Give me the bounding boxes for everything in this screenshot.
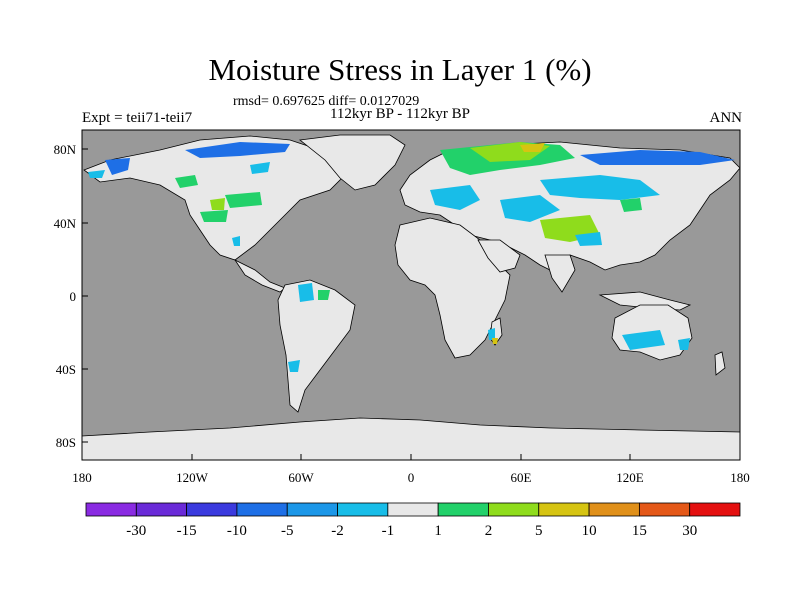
- colorbar-swatch: [438, 503, 488, 516]
- colorbar-swatch: [589, 503, 639, 516]
- colorbar-label: 1: [434, 523, 442, 539]
- colorbar-swatch: [237, 503, 287, 516]
- patch-usa-green: [200, 210, 228, 222]
- colorbar-labels: -30 -15 -10 -5 -2 -1 1 2 5 10 15 30: [126, 523, 697, 539]
- colorbar-label: -30: [126, 523, 146, 539]
- colorbar-swatch: [187, 503, 237, 516]
- patch-sa-south-cyan: [288, 360, 300, 372]
- patch-amazon-cyan: [298, 283, 314, 302]
- colorbar-swatch: [690, 503, 740, 516]
- patch-madagascar-yellow: [492, 338, 498, 344]
- colorbar-swatch: [86, 503, 136, 516]
- colorbar-swatch: [488, 503, 538, 516]
- colorbar-label: 15: [632, 523, 647, 539]
- y-tick-label: 40N: [54, 216, 77, 231]
- patch-canada-green-3: [210, 198, 225, 210]
- y-tick-label: 80N: [54, 142, 77, 157]
- x-tick-label: 60E: [511, 470, 532, 485]
- x-tick-label: 120E: [616, 470, 644, 485]
- x-tick-label: 180: [72, 470, 92, 485]
- x-tick-label: 180: [730, 470, 750, 485]
- colorbar-label: -10: [227, 523, 247, 539]
- x-tick-label: 0: [408, 470, 415, 485]
- colorbar-swatch: [136, 503, 186, 516]
- colorbar-label: -2: [331, 523, 344, 539]
- colorbar-label: 2: [485, 523, 493, 539]
- colorbar: [86, 503, 740, 516]
- patch-australia-cyan-2: [678, 338, 690, 350]
- patch-amazon-green: [318, 290, 330, 300]
- colorbar-swatch: [539, 503, 589, 516]
- colorbar-swatch: [388, 503, 438, 516]
- colorbar-swatch: [287, 503, 337, 516]
- x-tick-label: 120W: [176, 470, 209, 485]
- colorbar-label: -15: [177, 523, 197, 539]
- y-tick-label: 0: [70, 289, 77, 304]
- colorbar-label: -5: [281, 523, 294, 539]
- y-tick-label: 40S: [56, 362, 76, 377]
- colorbar-label: 30: [682, 523, 697, 539]
- colorbar-swatch: [639, 503, 689, 516]
- x-tick-label: 60W: [288, 470, 314, 485]
- y-tick-label: 80S: [56, 435, 76, 450]
- colorbar-label: 10: [582, 523, 597, 539]
- colorbar-swatch: [338, 503, 388, 516]
- colorbar-label: -1: [382, 523, 395, 539]
- colorbar-label: 5: [535, 523, 543, 539]
